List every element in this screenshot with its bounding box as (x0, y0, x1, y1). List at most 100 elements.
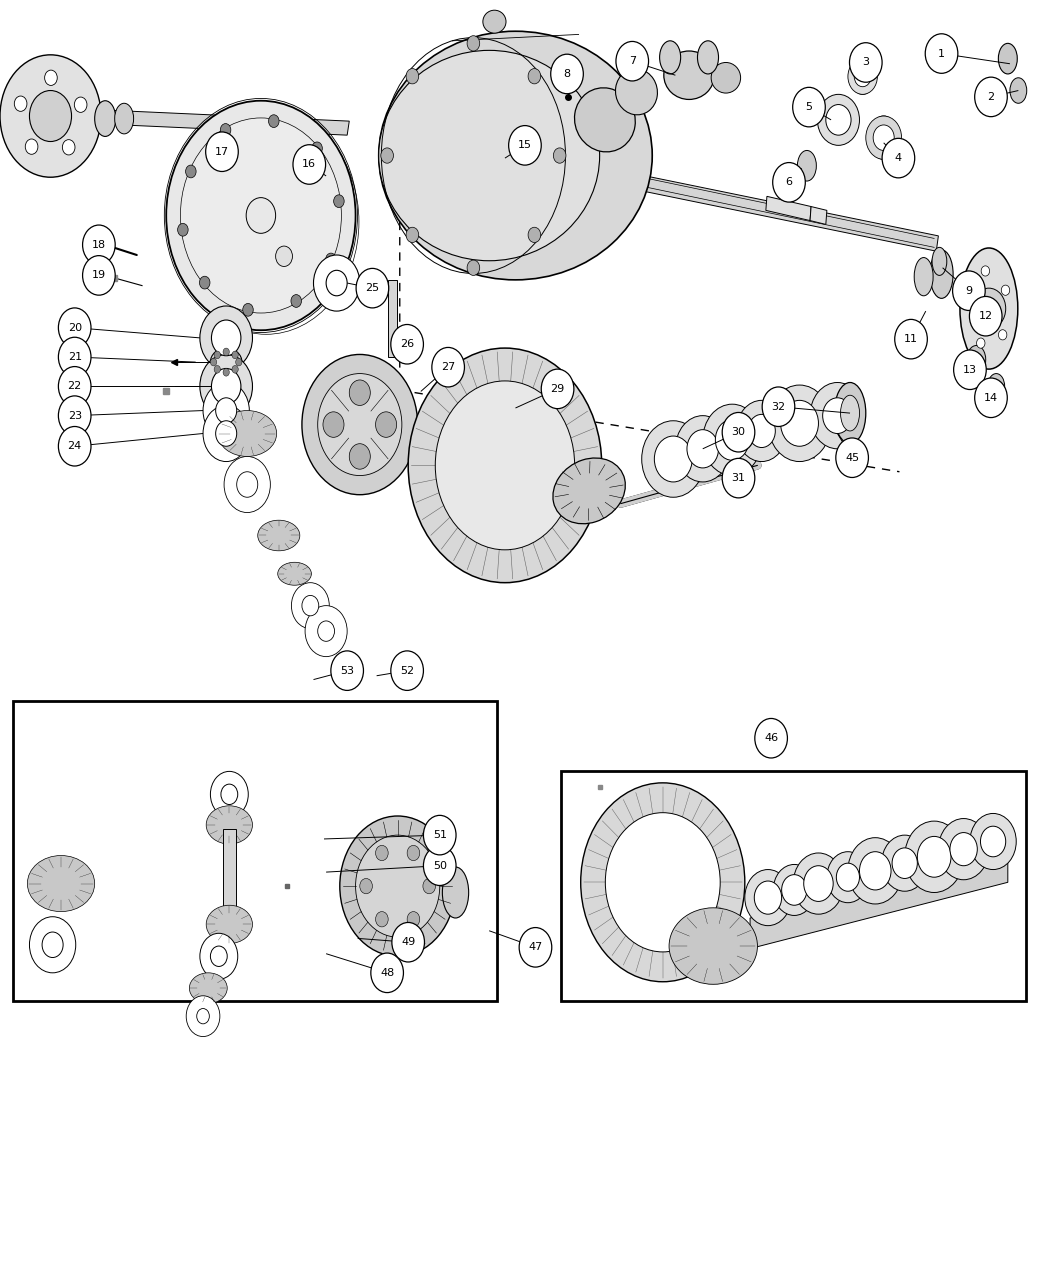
Circle shape (976, 338, 985, 348)
Text: 27: 27 (441, 362, 456, 372)
Circle shape (313, 255, 360, 311)
Text: 7: 7 (629, 56, 635, 66)
Circle shape (276, 246, 292, 266)
Ellipse shape (218, 411, 277, 456)
Circle shape (360, 878, 372, 894)
Circle shape (356, 835, 440, 937)
Circle shape (302, 354, 418, 495)
Circle shape (762, 386, 795, 427)
Circle shape (551, 55, 584, 94)
Circle shape (370, 954, 403, 992)
Circle shape (246, 198, 276, 233)
Circle shape (782, 875, 807, 905)
Circle shape (892, 848, 917, 878)
Ellipse shape (189, 973, 227, 1003)
Circle shape (291, 583, 329, 629)
Ellipse shape (664, 51, 714, 99)
Circle shape (302, 595, 319, 616)
Text: 19: 19 (92, 270, 106, 280)
Ellipse shape (210, 348, 242, 376)
Ellipse shape (851, 59, 874, 94)
Circle shape (318, 374, 402, 476)
Circle shape (326, 270, 347, 296)
Text: 2: 2 (988, 92, 994, 102)
Circle shape (406, 227, 419, 242)
Circle shape (216, 398, 237, 423)
Circle shape (340, 816, 456, 956)
Circle shape (376, 412, 397, 437)
Circle shape (703, 404, 762, 476)
Circle shape (431, 348, 465, 388)
Circle shape (905, 821, 964, 892)
Polygon shape (766, 196, 811, 221)
Circle shape (722, 412, 754, 453)
Ellipse shape (834, 382, 866, 444)
Circle shape (894, 319, 928, 360)
Text: 17: 17 (215, 147, 229, 157)
Circle shape (835, 439, 869, 478)
Ellipse shape (711, 62, 741, 93)
Circle shape (974, 379, 1007, 418)
Text: 12: 12 (978, 311, 993, 321)
Circle shape (331, 650, 364, 691)
Circle shape (974, 76, 1007, 116)
Circle shape (58, 367, 90, 407)
Text: 29: 29 (550, 384, 565, 394)
Circle shape (25, 139, 38, 154)
Circle shape (215, 366, 221, 374)
Ellipse shape (95, 101, 116, 136)
Circle shape (423, 816, 457, 856)
Circle shape (509, 125, 542, 164)
Circle shape (768, 385, 831, 462)
Circle shape (291, 295, 302, 307)
Circle shape (82, 224, 116, 265)
Circle shape (953, 349, 987, 390)
Text: 52: 52 (400, 666, 414, 676)
Circle shape (220, 124, 230, 136)
Circle shape (178, 223, 188, 236)
Ellipse shape (206, 806, 252, 844)
Circle shape (848, 59, 877, 94)
Circle shape (754, 719, 787, 757)
Ellipse shape (660, 41, 681, 74)
Circle shape (423, 847, 457, 885)
Circle shape (82, 255, 116, 296)
Circle shape (848, 838, 903, 904)
Circle shape (58, 395, 90, 436)
Circle shape (333, 195, 344, 208)
Circle shape (349, 380, 370, 405)
Text: 46: 46 (764, 733, 778, 743)
Circle shape (972, 288, 1006, 329)
Circle shape (467, 36, 480, 51)
Circle shape (376, 912, 388, 927)
Ellipse shape (697, 41, 719, 74)
Circle shape (528, 227, 541, 242)
Circle shape (203, 382, 249, 439)
Circle shape (42, 932, 63, 958)
Text: 22: 22 (67, 381, 82, 391)
Text: 13: 13 (963, 365, 977, 375)
Polygon shape (810, 207, 827, 224)
Text: 16: 16 (302, 159, 317, 170)
Circle shape (772, 163, 806, 203)
Text: 20: 20 (67, 323, 82, 333)
Circle shape (29, 91, 72, 142)
Ellipse shape (960, 247, 1017, 370)
Circle shape (391, 650, 423, 691)
Ellipse shape (669, 908, 757, 984)
Circle shape (58, 337, 90, 377)
Circle shape (781, 400, 818, 446)
Circle shape (642, 421, 705, 497)
Ellipse shape (998, 43, 1017, 74)
Circle shape (407, 845, 420, 861)
Text: 18: 18 (92, 240, 106, 250)
Circle shape (197, 1009, 209, 1024)
Circle shape (423, 878, 436, 894)
Circle shape (305, 606, 347, 657)
Circle shape (203, 405, 249, 462)
Ellipse shape (988, 374, 1005, 399)
Circle shape (181, 119, 341, 314)
Circle shape (773, 864, 815, 915)
Circle shape (823, 398, 852, 434)
Circle shape (58, 307, 90, 348)
